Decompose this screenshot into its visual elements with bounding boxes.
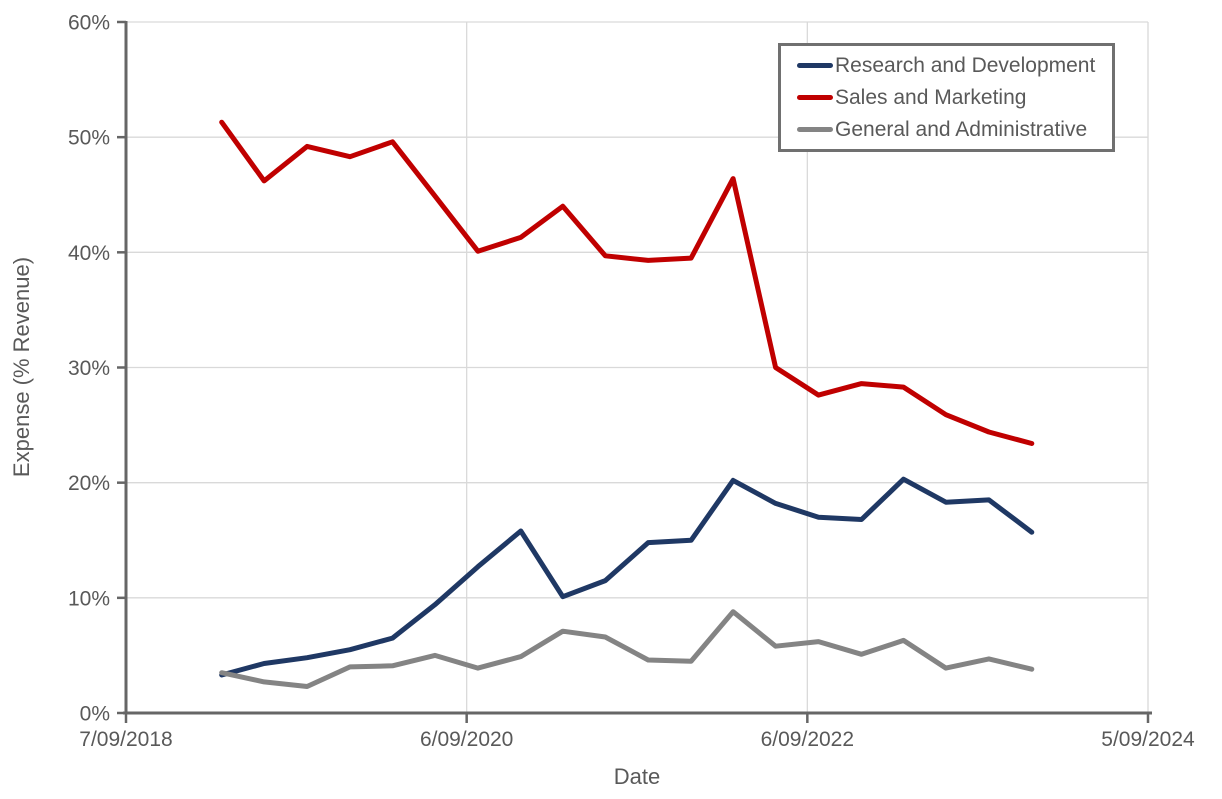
y-tick-label: 60% (68, 12, 110, 35)
legend-line-swatch-blue (797, 63, 833, 69)
x-axis-title: Date (613, 764, 661, 789)
legend-label: General and Administrative (835, 117, 1088, 141)
y-tick-label: 50% (68, 127, 110, 150)
x-tick-label: 6/09/2020 (420, 728, 513, 751)
legend-item-sales-and-marketing: Sales and Marketing (797, 87, 1108, 108)
x-tick-label: 5/09/2024 (1101, 728, 1195, 751)
series-line-general-and-administrative (219, 609, 1035, 689)
x-tick-label: 6/09/2022 (761, 728, 854, 751)
y-axis-title: Expense (% Revenue) (9, 256, 34, 478)
y-tick-label: 0% (80, 703, 110, 726)
legend-line-swatch-gray (797, 126, 833, 132)
y-tick-label: 40% (68, 242, 110, 265)
x-tick-label: 7/09/2018 (79, 728, 172, 751)
series-line-sales-and-marketing (219, 119, 1035, 446)
legend-label: Research and Development (835, 54, 1096, 78)
legend-item-general-and-administrative: General and Administrative (797, 119, 1108, 140)
legend-label: Sales and Marketing (835, 85, 1027, 109)
chart-legend: Research and Development Sales and Marke… (778, 43, 1115, 152)
legend-line-swatch-red (797, 94, 833, 100)
y-tick-label: 30% (68, 357, 110, 380)
y-tick-label: 10% (68, 587, 110, 610)
y-tick-label: 20% (68, 472, 110, 495)
legend-item-research-and-development: Research and Development (797, 55, 1108, 76)
series-line-research-and-development (219, 476, 1035, 678)
